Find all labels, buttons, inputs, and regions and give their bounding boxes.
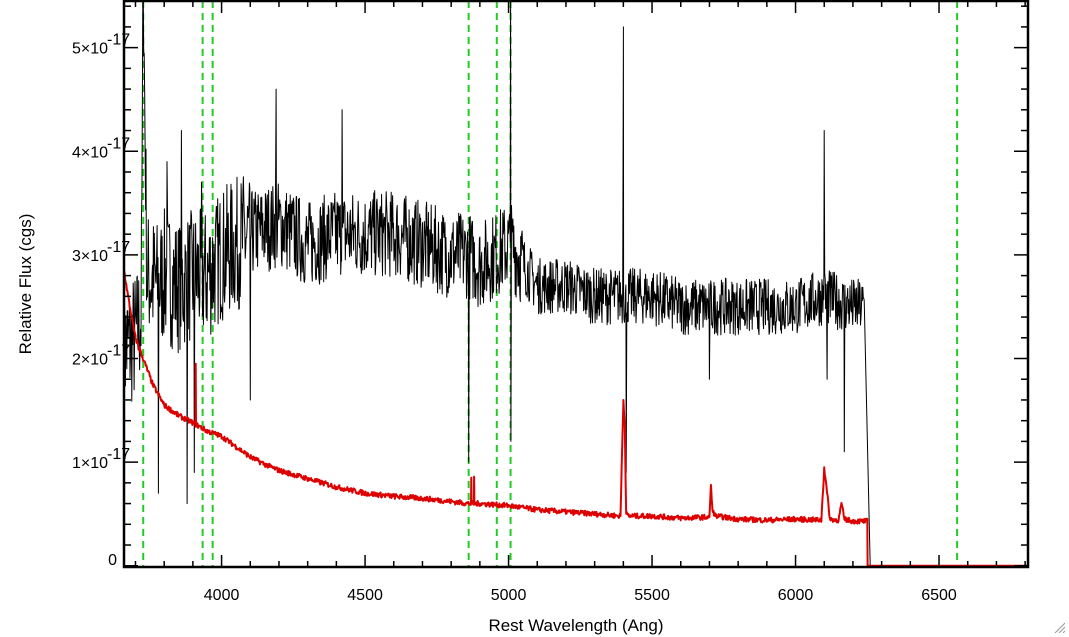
y-tick-label: 0: [108, 552, 117, 569]
spectrum-series-red: [123, 269, 1028, 567]
x-axis-title: Rest Wavelength (Ang): [488, 616, 663, 635]
y-tick-label: 4×10: [72, 144, 108, 161]
x-tick-label: 5000: [491, 587, 527, 604]
series-line: [123, 0, 1028, 567]
plot-frame: [122, 0, 1030, 569]
y-axis-ticks: [124, 5, 1028, 567]
y-tick-label: 5×10: [72, 41, 108, 58]
x-tick-label: 4000: [204, 587, 240, 604]
y-tick-exponent: -17: [107, 239, 130, 256]
y-tick-label: 1×10: [72, 455, 108, 472]
resize-grip-icon[interactable]: [1053, 621, 1065, 633]
y-tick-labels: 01×10-172×10-173×10-174×10-175×10-17: [72, 32, 130, 569]
series-line: [123, 269, 1028, 567]
x-tick-label: 6000: [778, 587, 814, 604]
x-axis-ticks: [134, 1, 1026, 567]
spectrum-series-black: [123, 0, 1028, 567]
x-tick-label: 5500: [634, 587, 670, 604]
y-tick-exponent: -17: [107, 135, 130, 152]
x-tick-label: 6500: [921, 587, 957, 604]
x-tick-labels: 4000 4500 5000 5500 6000 6500: [204, 587, 957, 604]
y-tick-exponent: -17: [107, 446, 130, 463]
y-tick-label: 2×10: [72, 352, 108, 369]
y-axis-title: Relative Flux (cgs): [16, 214, 35, 355]
y-tick-exponent: -17: [107, 32, 130, 49]
x-tick-label: 4500: [347, 587, 383, 604]
y-tick-label: 3×10: [72, 248, 108, 265]
y-tick-exponent: -17: [107, 343, 130, 360]
